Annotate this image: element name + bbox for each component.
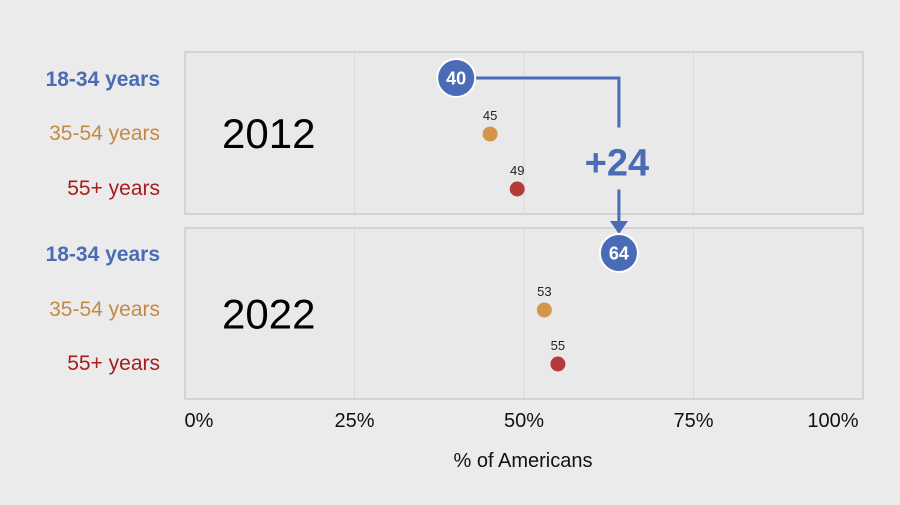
x-tick-label-25: 25% [334,410,374,432]
x-tick-label-50: 50% [504,410,544,432]
row-label-2022-2: 35-54 years [49,298,160,321]
x-tick-label-75: 75% [673,410,713,432]
point-label-2012-35-54: 45 [483,108,497,123]
point-label-2022-18-34: 64 [609,244,629,264]
year-label-2022: 2022 [222,291,315,338]
point-2012-18-34 [436,58,477,98]
point-2012-55-plus [509,181,525,197]
point-label-2022-35-54: 53 [537,284,551,299]
change-arrow-line-upper [456,76,621,128]
point-label-2012-18-34: 40 [446,69,466,89]
change-label: +24 [585,143,649,185]
point-label-2012-55-plus: 49 [510,163,524,178]
point-2022-35-54 [536,302,552,318]
row-label-2012-3: 55+ years [67,177,160,200]
year-label-2012: 2012 [222,110,315,157]
row-label-2012-2: 35-54 years [49,122,160,145]
row-label-2022-1: 18-34 years [46,243,160,266]
x-tick-label-100: 100% [807,410,858,432]
point-label-2022-55-plus: 55 [551,338,565,353]
change-arrow-head [609,221,628,234]
x-axis-title: % of Americans [454,450,593,472]
point-2022-18-34 [598,233,639,273]
x-tick-label-0: 0% [185,410,214,432]
row-label-2022-3: 55+ years [67,352,160,375]
point-2022-55-plus [550,356,566,372]
point-2012-35-54 [482,126,498,142]
row-label-2012-1: 18-34 years [46,68,160,91]
